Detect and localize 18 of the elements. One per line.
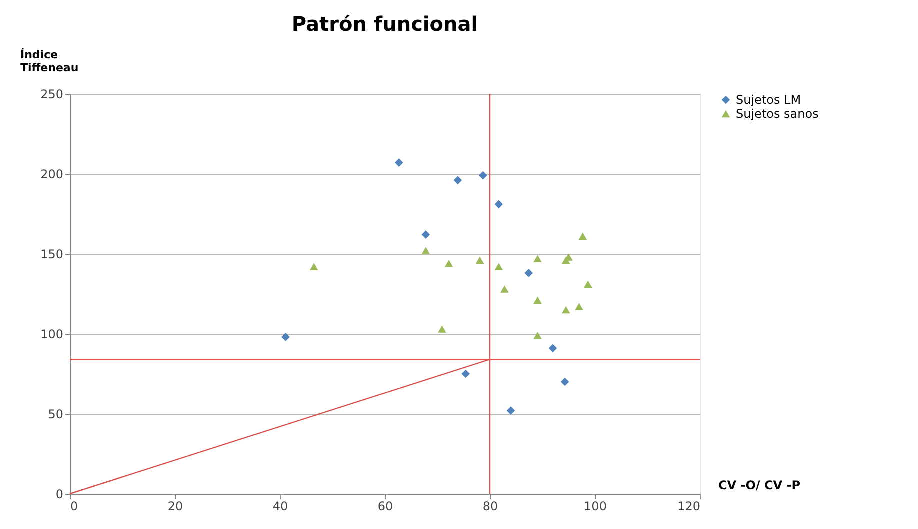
y-tick-label: 0 [56,488,64,502]
y-tick-label: 150 [40,248,64,262]
x-axis-title: CV -O/ CV -P [718,478,801,492]
y-tick-label: 50 [48,408,64,422]
legend-label: Sujetos LM [736,93,802,107]
legend-label: Sujetos sanos [736,107,819,121]
y-tick-label: 250 [40,88,64,102]
x-tick-label: 0 [70,500,78,514]
y-tick-label: 200 [40,168,64,182]
x-tick-label: 80 [482,500,498,514]
y-axis-title: Índice Tiffeneau [20,48,79,74]
x-tick-label: 100 [584,500,607,514]
x-tick-label: 20 [168,500,184,514]
y-tick-label: 100 [40,328,64,342]
chart-title: Patrón funcional [292,12,478,36]
x-tick-label: 40 [272,500,288,514]
x-tick-label: 120 [678,500,700,514]
x-tick-label: 60 [378,500,394,514]
